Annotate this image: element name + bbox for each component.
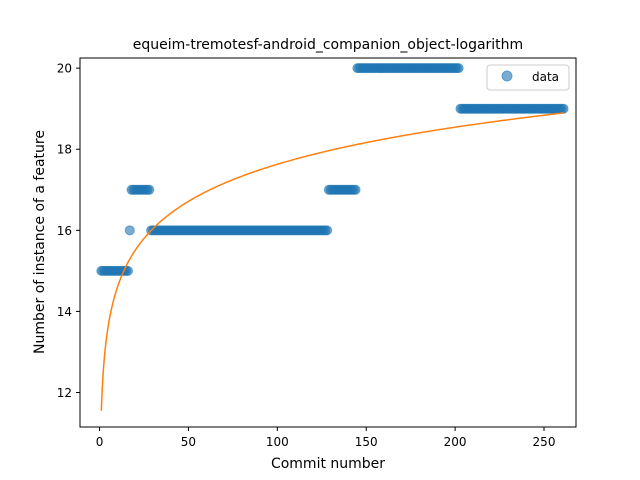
y-tick-label: 12: [57, 386, 72, 400]
x-tick-label: 150: [355, 435, 378, 449]
x-tick-label: 200: [444, 435, 467, 449]
x-axis: 0 50 100 150 200 250: [96, 427, 556, 449]
y-tick-label: 20: [57, 62, 72, 76]
legend-label-data: data: [532, 70, 559, 84]
x-tick-label: 250: [533, 435, 556, 449]
fit-curve-series: [100, 112, 564, 411]
y-tick-label: 16: [57, 224, 72, 238]
legend: data: [486, 64, 570, 91]
data-point: [453, 63, 464, 74]
y-tick-label: 14: [57, 305, 72, 319]
y-tick-label: 18: [57, 143, 72, 157]
data-point: [558, 103, 569, 114]
plot-area: [96, 63, 569, 411]
axes-frame: [79, 57, 577, 428]
y-axis-label: Number of instance of a feature: [32, 130, 48, 354]
data-point: [124, 225, 135, 236]
data-point: [322, 225, 333, 236]
x-axis-label: Commit number: [271, 456, 385, 472]
x-tick-label: 0: [96, 435, 104, 449]
x-tick-label: 100: [266, 435, 289, 449]
fit-curve: [100, 112, 564, 411]
y-axis: 12 14 16 18 20: [57, 62, 80, 400]
scatter-series-data: [96, 63, 569, 276]
chart-title: equeim-tremotesf-android_companion_objec…: [133, 37, 523, 53]
x-tick-label: 50: [181, 435, 196, 449]
data-point: [350, 184, 361, 195]
data-point: [144, 184, 155, 195]
legend-marker-data: [501, 70, 513, 82]
